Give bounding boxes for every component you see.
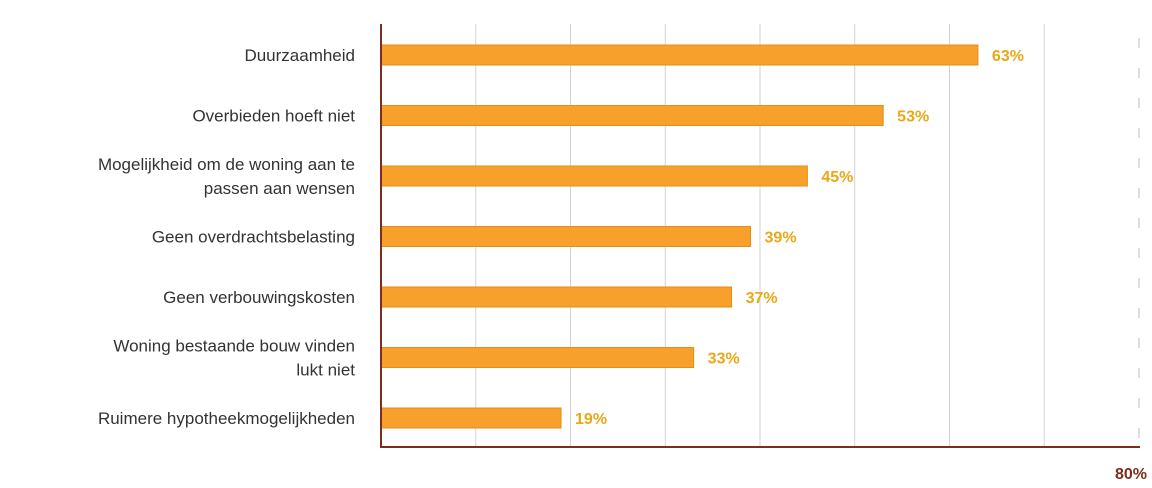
bar (380, 165, 808, 187)
value-label: 37% (746, 290, 778, 307)
bar (380, 347, 695, 368)
bar (380, 286, 733, 308)
category-label: Overbieden hoeft niet (192, 107, 355, 126)
bar (380, 407, 562, 429)
category-label: lukt niet (296, 361, 355, 380)
x-tick-label: 80% (1115, 466, 1147, 483)
value-label: 45% (821, 169, 853, 186)
category-label: Woning bestaande bouw vinden (113, 337, 355, 356)
category-label: Mogelijkheid om de woning aan te (98, 155, 355, 174)
bar (380, 226, 752, 247)
bar (380, 44, 979, 66)
value-label: 33% (708, 351, 740, 368)
category-label: passen aan wensen (204, 179, 355, 198)
value-label: 63% (992, 48, 1024, 65)
value-label: 39% (765, 230, 797, 247)
category-label: Geen overdrachtsbelasting (152, 228, 355, 247)
category-label: Ruimere hypotheekmogelijkheden (98, 409, 355, 428)
value-label: 53% (897, 109, 929, 126)
bar (380, 105, 884, 126)
value-label: 19% (575, 411, 607, 428)
category-label: Geen verbouwingskosten (163, 288, 355, 307)
category-label: Duurzaamheid (244, 46, 355, 65)
